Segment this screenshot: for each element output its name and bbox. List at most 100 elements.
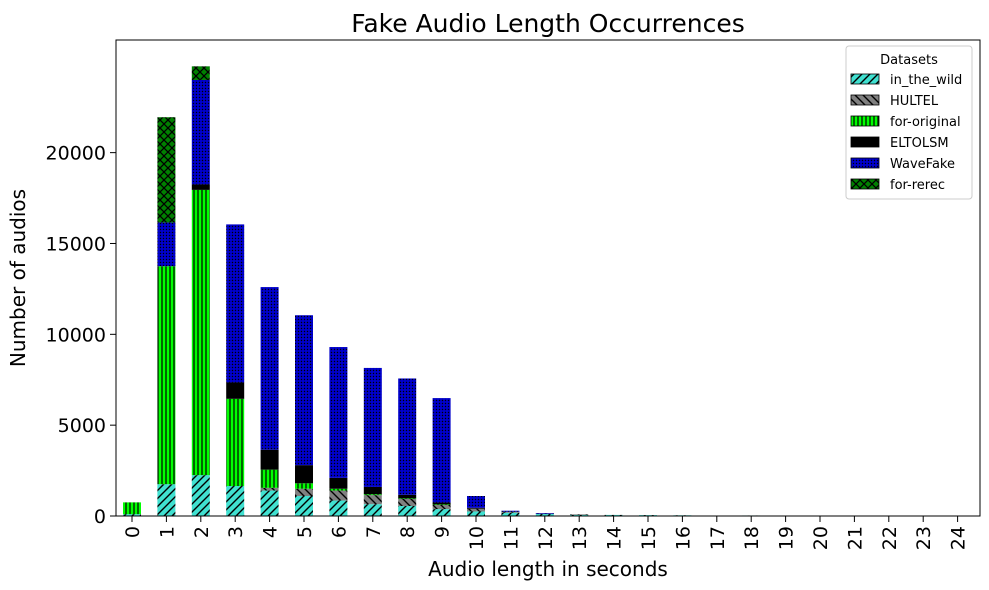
legend-swatch-for-rerec — [850, 178, 880, 190]
bar-HULTEL-5 — [295, 488, 313, 497]
y-axis-ticks: 0 5000 10000 15000 20000 — [46, 143, 116, 528]
x-tick-label: 23 — [913, 526, 935, 550]
x-axis-label: Audio length in seconds — [428, 557, 668, 581]
bar-HULTEL-13 — [570, 514, 589, 515]
x-tick-label: 19 — [776, 526, 798, 550]
y-tick-label: 5000 — [58, 415, 106, 437]
legend-swatch-in_the_wild — [850, 73, 880, 85]
bar-HULTEL-4 — [260, 487, 279, 491]
bar-in_the_wild-13 — [570, 514, 589, 516]
bar-for-original-0 — [123, 502, 141, 515]
x-tick-label: 1 — [156, 526, 178, 538]
bar-ELTOLSM-3 — [226, 382, 245, 399]
bar-WaveFake-5 — [295, 315, 313, 466]
bar-WaveFake-1 — [157, 222, 176, 267]
y-tick-label: 0 — [94, 506, 106, 528]
legend-swatch-ELTOLSM — [850, 136, 880, 148]
bar-in_the_wild-2 — [191, 475, 210, 516]
y-tick-label: 15000 — [46, 233, 106, 255]
bar-in_the_wild-8 — [398, 506, 417, 516]
x-tick-label: 0 — [122, 526, 144, 538]
bar-ELTOLSM-10 — [467, 507, 485, 509]
bar-WaveFake-2 — [191, 79, 210, 185]
x-tick-label: 4 — [260, 526, 282, 538]
x-tick-label: 21 — [844, 526, 866, 550]
bar-HULTEL-7 — [363, 495, 382, 505]
legend-title: Datasets — [880, 53, 938, 68]
bar-for-original-9 — [432, 504, 451, 505]
x-tick-label: 22 — [879, 526, 901, 550]
bar-HULTEL-10 — [467, 508, 485, 512]
bar-ELTOLSM-2 — [191, 184, 210, 190]
legend-label-WaveFake: WaveFake — [890, 157, 955, 172]
bar-WaveFake-4 — [260, 287, 279, 450]
bar-for-original-1 — [157, 266, 176, 485]
legend: Datasets in_the_wild HULTEL for-original EL… — [845, 45, 973, 200]
legend-label-HULTEL: HULTEL — [890, 94, 939, 109]
bar-ELTOLSM-8 — [398, 494, 417, 499]
legend-label-for-rerec: for-rerec — [890, 178, 945, 193]
y-tick-label: 20000 — [46, 143, 106, 165]
bar-WaveFake-3 — [226, 224, 245, 383]
bar-ELTOLSM-6 — [329, 477, 348, 489]
x-tick-label: 18 — [741, 526, 763, 550]
bar-HULTEL-9 — [432, 504, 451, 510]
x-tick-label: 7 — [363, 526, 385, 538]
bar-HULTEL-6 — [329, 490, 348, 501]
x-tick-label: 13 — [569, 526, 591, 550]
bar-for-original-3 — [226, 398, 245, 487]
x-axis-ticks: 0 1 2 3 4 5 6 7 8 9 10 11 12 13 14 15 16 17 18 19 20 21 22 23 24 — [122, 516, 970, 550]
x-tick-label: 9 — [432, 526, 454, 538]
x-tick-label: 17 — [707, 526, 729, 550]
bar-in_the_wild-0 — [123, 514, 141, 516]
bar-WaveFake-11 — [501, 510, 520, 512]
bar-WaveFake-7 — [363, 367, 382, 487]
x-tick-label: 3 — [225, 526, 247, 538]
x-tick-label: 8 — [397, 526, 419, 538]
bar-for-original-5 — [295, 483, 313, 489]
legend-label-ELTOLSM: ELTOLSM — [890, 136, 949, 151]
bar-ELTOLSM-7 — [363, 486, 382, 495]
bar-WaveFake-9 — [432, 398, 451, 503]
bar-for-rerec-2 — [191, 66, 210, 80]
bar-in_the_wild-3 — [226, 486, 245, 516]
bar-for-original-7 — [363, 494, 382, 496]
bar-in_the_wild-10 — [467, 511, 485, 516]
bar-in_the_wild-5 — [295, 496, 313, 516]
bar-WaveFake-8 — [398, 378, 417, 495]
bar-HULTEL-12 — [535, 513, 554, 515]
bar-ELTOLSM-9 — [432, 502, 451, 505]
bar-WaveFake-6 — [329, 347, 348, 478]
legend-label-for-original: for-original — [890, 115, 961, 130]
x-tick-label: 15 — [638, 526, 660, 550]
x-tick-label: 14 — [604, 526, 626, 550]
bar-for-original-8 — [398, 498, 417, 499]
y-tick-label: 10000 — [46, 324, 106, 346]
bar-in_the_wild-7 — [363, 504, 382, 516]
bar-in_the_wild-1 — [157, 484, 176, 516]
bar-in_the_wild-6 — [329, 500, 348, 516]
bar-WaveFake-12 — [535, 513, 554, 514]
x-tick-label: 24 — [948, 526, 970, 550]
bar-ELTOLSM-4 — [260, 449, 279, 470]
x-tick-label: 2 — [191, 526, 213, 538]
bar-in_the_wild-4 — [260, 490, 279, 516]
plot-frame — [115, 39, 981, 517]
bar-HULTEL-8 — [398, 498, 417, 507]
legend-label-in_the_wild: in_the_wild — [890, 73, 962, 88]
chart-title: Fake Audio Length Occurrences — [351, 9, 744, 38]
bar-in_the_wild-14 — [604, 514, 623, 516]
legend-swatch-HULTEL — [850, 94, 880, 106]
y-axis-label: Number of audios — [6, 189, 30, 367]
x-tick-label: 11 — [500, 526, 522, 550]
x-tick-label: 5 — [294, 526, 316, 538]
bar-in_the_wild-9 — [432, 509, 451, 516]
x-tick-label: 20 — [810, 526, 832, 550]
x-tick-label: 6 — [328, 526, 350, 538]
bar-for-original-6 — [329, 488, 348, 491]
bar-in_the_wild-11 — [501, 512, 520, 516]
x-tick-label: 10 — [466, 526, 488, 550]
bar-in_the_wild-12 — [535, 513, 554, 516]
bar-for-original-2 — [191, 189, 210, 476]
